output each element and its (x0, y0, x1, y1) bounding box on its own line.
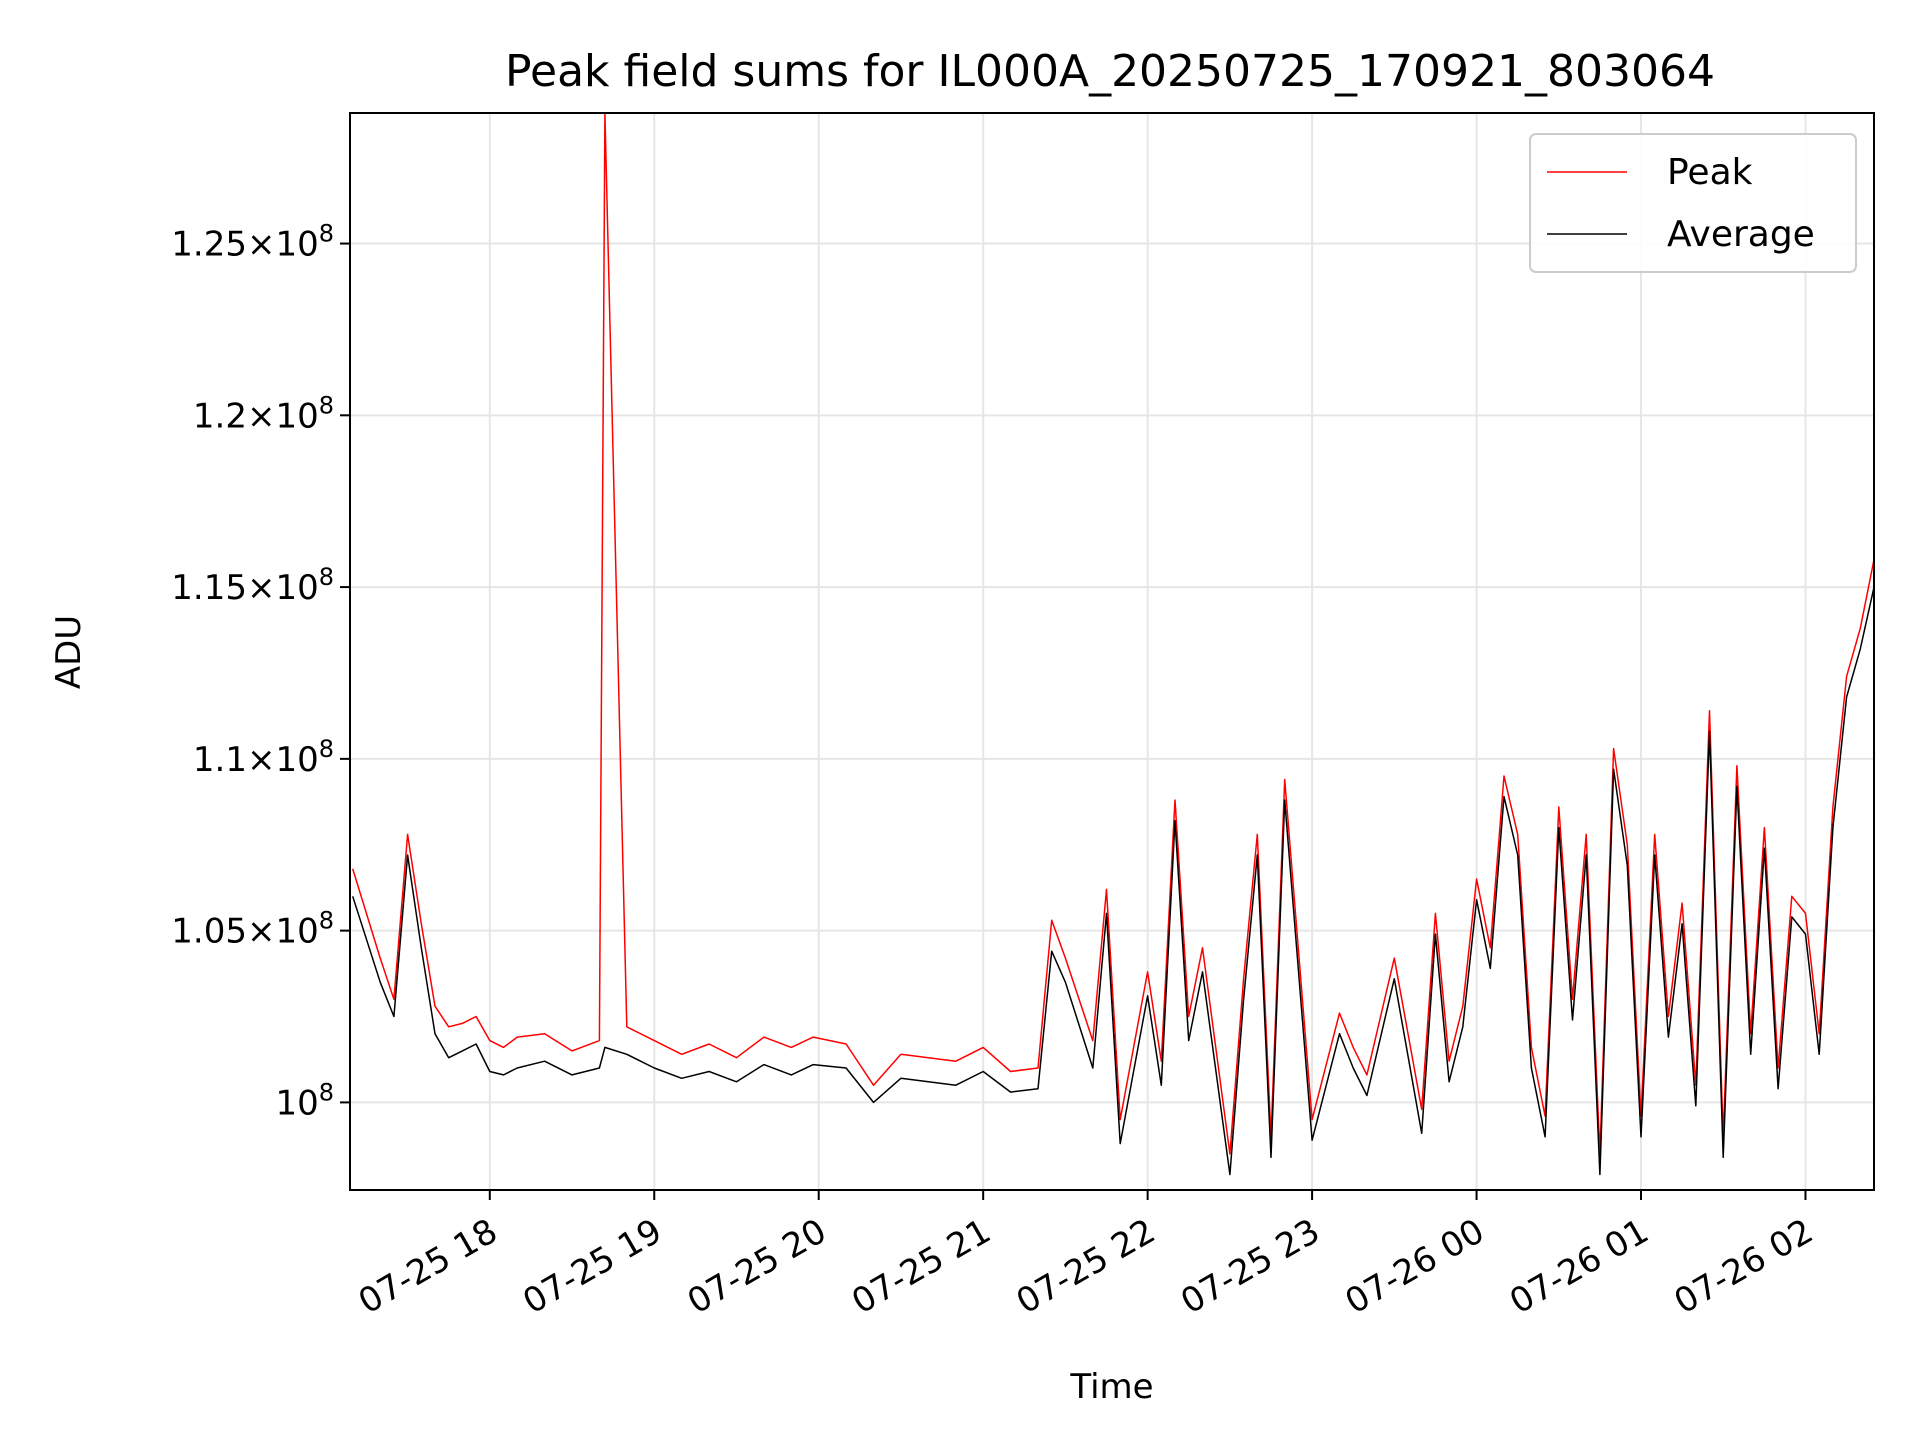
y-tick-label: 1.25×108 (171, 220, 334, 265)
legend-label-peak: Peak (1667, 152, 1753, 193)
x-tick-label: 07-25 22 (1010, 1211, 1162, 1322)
x-axis-label: Time (1069, 1367, 1153, 1407)
series-layer (351, 113, 1874, 1176)
plot-frame (349, 112, 1875, 1191)
x-tick-label: 07-25 23 (1174, 1211, 1326, 1322)
x-tick-label: 07-25 18 (352, 1211, 504, 1322)
chart-title: Peak field sums for IL000A_20250725_1709… (505, 46, 1715, 97)
y-tick-label: 1.15×108 (171, 563, 334, 608)
x-tick-label: 07-25 19 (516, 1211, 668, 1322)
legend: Peak Average (1529, 133, 1857, 273)
x-tick-label: 07-25 20 (681, 1211, 833, 1322)
y-tick-label: 108 (275, 1078, 334, 1123)
x-tick-label: 07-26 00 (1339, 1211, 1491, 1322)
grid-lines (350, 113, 1874, 1190)
x-tick-label: 07-25 21 (845, 1211, 997, 1322)
legend-label-average: Average (1667, 214, 1815, 255)
x-tick-label: 07-26 02 (1668, 1211, 1820, 1322)
y-axis: 108 1.05×108 1.1×108 1.15×108 1.2×108 1.25×10… (171, 220, 350, 1123)
series-line-average (351, 586, 1874, 1176)
x-tick-label: 07-26 01 (1503, 1211, 1655, 1322)
y-tick-label: 1.2×108 (193, 391, 334, 436)
series-line-peak (351, 113, 1874, 1155)
y-tick-label: 1.1×108 (193, 735, 334, 780)
x-axis: 07-25 18 07-25 19 07-25 20 07-25 21 07-25 22… (352, 1190, 1820, 1322)
legend-box (1529, 133, 1857, 273)
y-tick-label: 1.05×108 (171, 907, 334, 952)
y-axis-label: ADU (49, 615, 89, 689)
